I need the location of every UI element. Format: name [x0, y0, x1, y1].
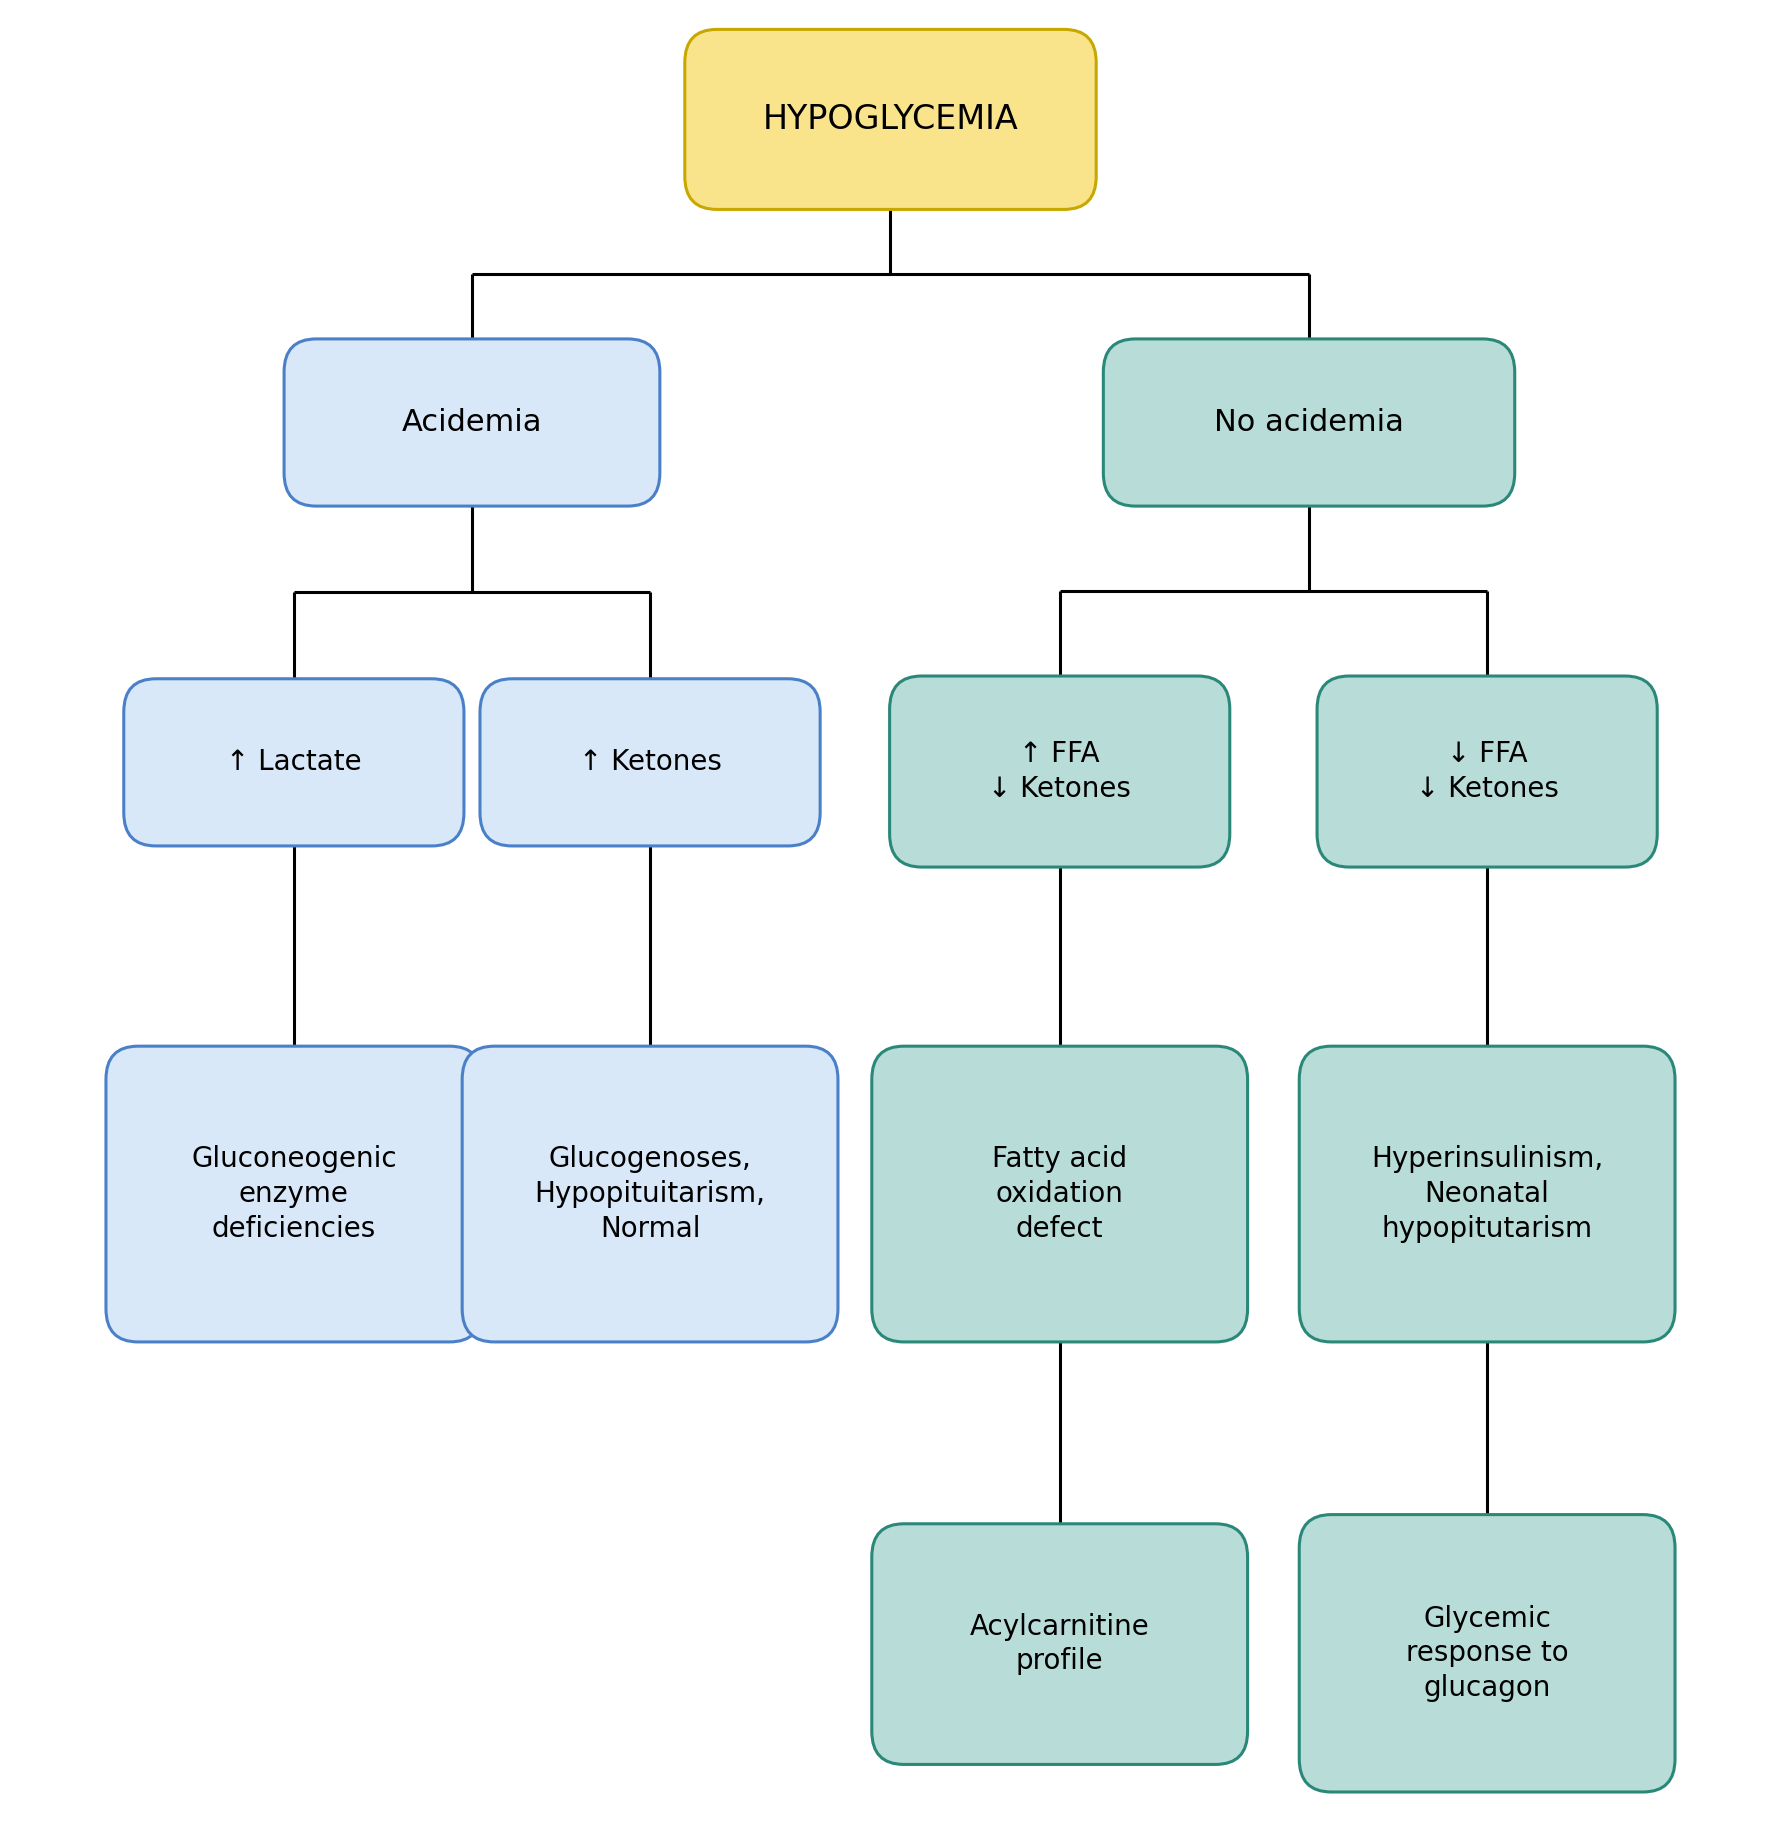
- Text: ↑ Ketones: ↑ Ketones: [578, 748, 721, 777]
- Text: Glycemic
response to
glucagon: Glycemic response to glucagon: [1404, 1606, 1568, 1701]
- FancyBboxPatch shape: [479, 678, 819, 845]
- FancyBboxPatch shape: [125, 678, 463, 845]
- FancyBboxPatch shape: [870, 1047, 1246, 1341]
- FancyBboxPatch shape: [1102, 338, 1513, 505]
- FancyBboxPatch shape: [870, 1525, 1246, 1764]
- Text: Hyperinsulinism,
Neonatal
hypopitutarism: Hyperinsulinism, Neonatal hypopitutarism: [1371, 1146, 1602, 1242]
- Text: ↓ FFA
↓ Ketones: ↓ FFA ↓ Ketones: [1415, 740, 1558, 803]
- FancyBboxPatch shape: [1315, 676, 1655, 867]
- Text: No acidemia: No acidemia: [1214, 408, 1403, 437]
- FancyBboxPatch shape: [1298, 1514, 1673, 1793]
- FancyBboxPatch shape: [1298, 1047, 1673, 1341]
- Text: Gluconeogenic
enzyme
deficiencies: Gluconeogenic enzyme deficiencies: [190, 1146, 397, 1242]
- Text: ↑ Lactate: ↑ Lactate: [226, 748, 361, 777]
- Text: Acylcarnitine
profile: Acylcarnitine profile: [970, 1613, 1148, 1675]
- FancyBboxPatch shape: [684, 29, 1095, 209]
- FancyBboxPatch shape: [107, 1047, 481, 1341]
- FancyBboxPatch shape: [461, 1047, 837, 1341]
- Text: ↑ FFA
↓ Ketones: ↑ FFA ↓ Ketones: [988, 740, 1130, 803]
- FancyBboxPatch shape: [285, 338, 660, 505]
- FancyBboxPatch shape: [888, 676, 1228, 867]
- Text: Fatty acid
oxidation
defect: Fatty acid oxidation defect: [991, 1146, 1127, 1242]
- Text: Acidemia: Acidemia: [402, 408, 541, 437]
- Text: HYPOGLYCEMIA: HYPOGLYCEMIA: [762, 103, 1018, 136]
- Text: Glucogenoses,
Hypopituitarism,
Normal: Glucogenoses, Hypopituitarism, Normal: [534, 1146, 765, 1242]
